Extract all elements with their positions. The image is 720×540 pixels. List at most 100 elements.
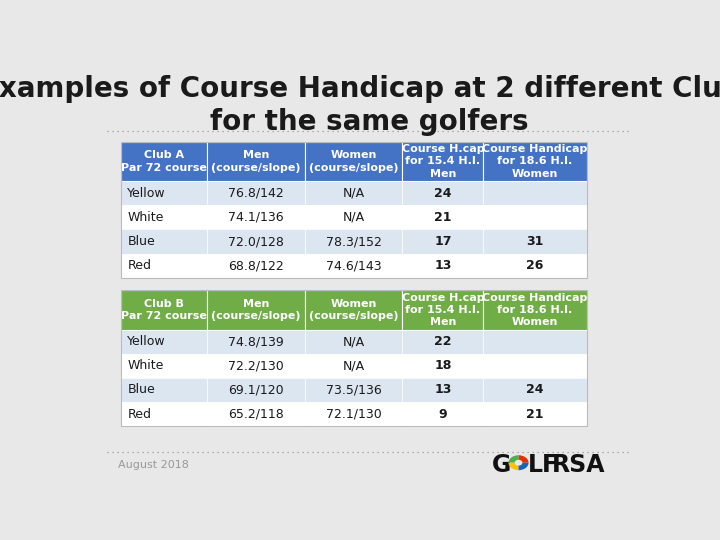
FancyBboxPatch shape [402,378,483,402]
Text: Course H.cap
for 15.4 H.I.
Men: Course H.cap for 15.4 H.I. Men [402,293,485,327]
FancyBboxPatch shape [207,181,305,205]
Text: 17: 17 [434,235,451,248]
Text: 69.1/120: 69.1/120 [228,383,284,396]
Text: 21: 21 [434,211,451,224]
Text: Yellow: Yellow [127,335,166,348]
FancyBboxPatch shape [121,254,207,278]
Text: Course Handicap
for 18.6 H.I.
Women: Course Handicap for 18.6 H.I. Women [482,293,588,327]
FancyBboxPatch shape [207,290,305,329]
Text: 65.2/118: 65.2/118 [228,408,284,421]
Text: N/A: N/A [343,359,365,373]
FancyBboxPatch shape [305,141,402,181]
Text: White: White [127,359,163,373]
FancyBboxPatch shape [305,230,402,254]
Text: Women
(course/slope): Women (course/slope) [309,150,398,173]
FancyBboxPatch shape [121,230,207,254]
Text: N/A: N/A [343,187,365,200]
FancyBboxPatch shape [402,181,483,205]
FancyBboxPatch shape [207,329,305,354]
Text: 18: 18 [434,359,451,373]
Text: 31: 31 [526,235,544,248]
FancyBboxPatch shape [305,181,402,205]
FancyBboxPatch shape [305,290,402,329]
FancyBboxPatch shape [121,181,207,205]
Text: 68.8/122: 68.8/122 [228,259,284,272]
FancyBboxPatch shape [402,230,483,254]
FancyBboxPatch shape [402,402,483,426]
Text: White: White [127,211,163,224]
FancyBboxPatch shape [483,205,587,229]
FancyBboxPatch shape [483,354,587,378]
Text: Course H.cap
for 15.4 H.I.
Men: Course H.cap for 15.4 H.I. Men [402,144,485,179]
Text: Examples of Course Handicap at 2 different Clubs: Examples of Course Handicap at 2 differe… [0,75,720,103]
Text: 22: 22 [434,335,451,348]
Text: 24: 24 [526,383,544,396]
Text: 21: 21 [526,408,544,421]
Text: Red: Red [127,259,151,272]
FancyBboxPatch shape [483,254,587,278]
FancyBboxPatch shape [305,205,402,229]
FancyBboxPatch shape [483,141,587,181]
Text: LF: LF [528,453,559,477]
FancyBboxPatch shape [207,378,305,402]
Text: Red: Red [127,408,151,421]
FancyBboxPatch shape [207,141,305,181]
Text: 73.5/136: 73.5/136 [325,383,382,396]
Wedge shape [508,463,518,470]
Text: Club B
Par 72 course: Club B Par 72 course [121,299,207,321]
Text: 74.6/143: 74.6/143 [326,259,382,272]
Text: Blue: Blue [127,235,155,248]
FancyBboxPatch shape [305,378,402,402]
Text: Club A
Par 72 course: Club A Par 72 course [121,150,207,173]
Text: 9: 9 [438,408,447,421]
Text: N/A: N/A [343,211,365,224]
FancyBboxPatch shape [121,290,207,329]
Text: Men
(course/slope): Men (course/slope) [211,150,301,173]
Text: 76.8/142: 76.8/142 [228,187,284,200]
FancyBboxPatch shape [121,141,207,181]
FancyBboxPatch shape [121,354,207,378]
Text: Yellow: Yellow [127,187,166,200]
Text: 24: 24 [434,187,451,200]
FancyBboxPatch shape [402,290,483,329]
Text: 72.1/130: 72.1/130 [325,408,382,421]
FancyBboxPatch shape [402,329,483,354]
Text: N/A: N/A [343,335,365,348]
Text: 72.0/128: 72.0/128 [228,235,284,248]
FancyBboxPatch shape [207,402,305,426]
FancyBboxPatch shape [207,205,305,229]
FancyBboxPatch shape [207,254,305,278]
FancyBboxPatch shape [121,329,207,354]
FancyBboxPatch shape [305,254,402,278]
Wedge shape [508,455,518,463]
Text: Men
(course/slope): Men (course/slope) [211,299,301,321]
Text: Blue: Blue [127,383,155,396]
Text: 72.2/130: 72.2/130 [228,359,284,373]
FancyBboxPatch shape [483,290,587,329]
Text: 78.3/152: 78.3/152 [325,235,382,248]
FancyBboxPatch shape [483,329,587,354]
Text: RSA: RSA [552,453,605,477]
FancyBboxPatch shape [402,141,483,181]
Text: Women
(course/slope): Women (course/slope) [309,299,398,321]
FancyBboxPatch shape [121,378,207,402]
Text: August 2018: August 2018 [118,460,189,470]
Text: Course Handicap
for 18.6 H.I.
Women: Course Handicap for 18.6 H.I. Women [482,144,588,179]
Wedge shape [518,455,528,463]
Text: 13: 13 [434,383,451,396]
FancyBboxPatch shape [305,329,402,354]
FancyBboxPatch shape [483,181,587,205]
Text: 13: 13 [434,259,451,272]
FancyBboxPatch shape [121,205,207,229]
FancyBboxPatch shape [402,254,483,278]
FancyBboxPatch shape [483,378,587,402]
FancyBboxPatch shape [207,230,305,254]
FancyBboxPatch shape [305,402,402,426]
FancyBboxPatch shape [402,354,483,378]
FancyBboxPatch shape [483,230,587,254]
FancyBboxPatch shape [121,402,207,426]
Text: 74.1/136: 74.1/136 [228,211,284,224]
FancyBboxPatch shape [207,354,305,378]
Text: 26: 26 [526,259,544,272]
Text: for the same golfers: for the same golfers [210,109,528,137]
